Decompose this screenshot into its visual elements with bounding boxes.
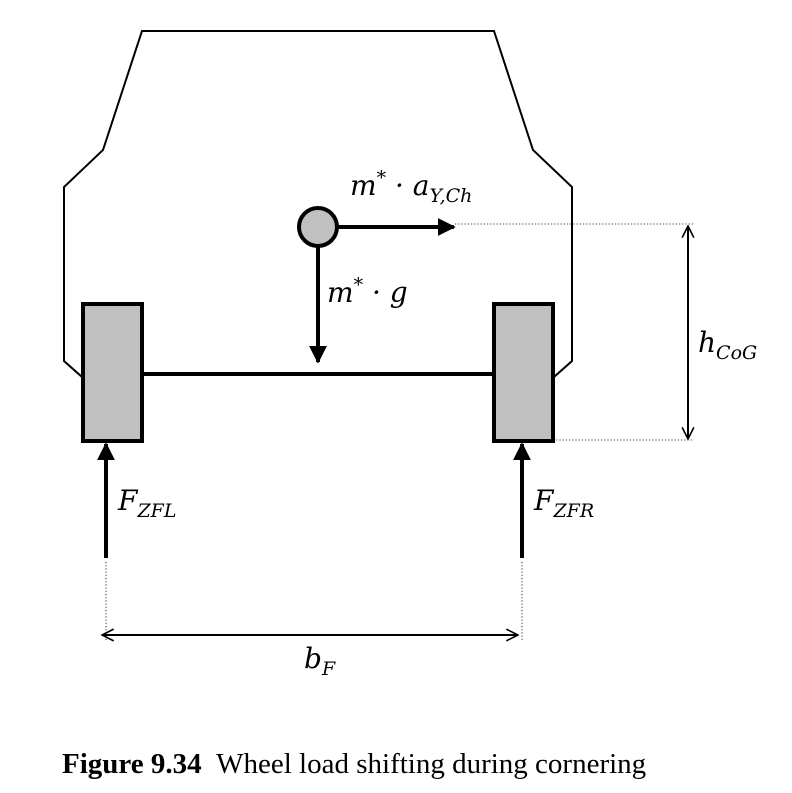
- wheel-front-right: [492, 302, 555, 443]
- figure-caption-text: Wheel load shifting during cornering: [216, 748, 647, 780]
- left-wheel-load-label: FZFL: [117, 484, 176, 522]
- cog-height-label: hCoG: [698, 326, 757, 364]
- figure-caption: Figure 9.34 Wheel load shifting during c…: [62, 748, 646, 781]
- weight-label: m* · g: [327, 274, 408, 309]
- wheel-front-left: [81, 302, 144, 443]
- center-of-gravity: [297, 206, 339, 248]
- track-width-label: bF: [304, 642, 336, 680]
- inertial-force-label: m* · aY,Ch: [350, 167, 472, 207]
- vehicle-body-outline: [63, 30, 573, 378]
- right-wheel-load-label: FZFR: [533, 484, 594, 522]
- figure-number: Figure 9.34: [62, 748, 202, 780]
